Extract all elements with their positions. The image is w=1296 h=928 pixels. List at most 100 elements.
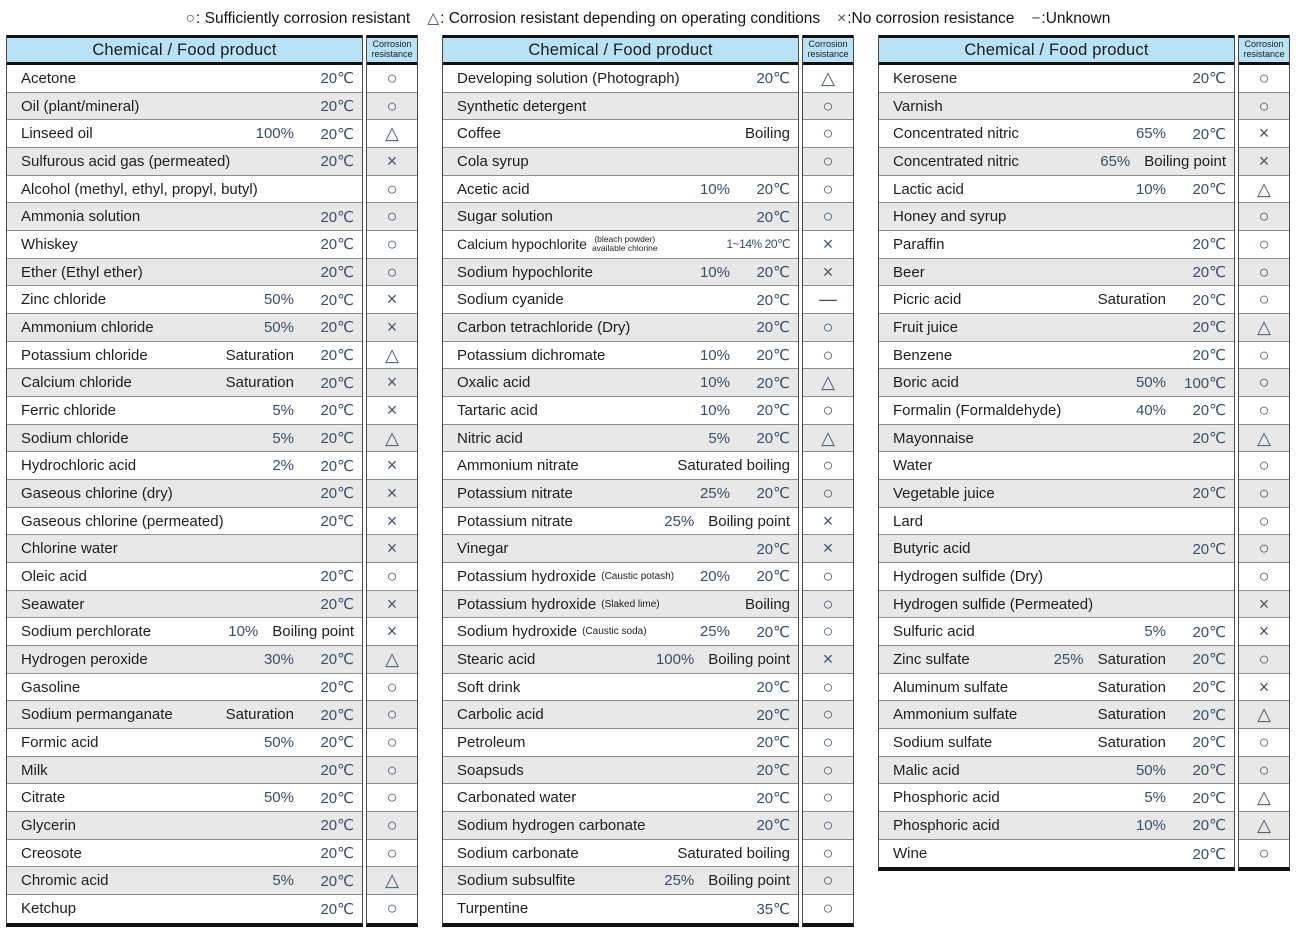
chemical-name: Potassium dichromate <box>457 346 606 364</box>
row-values: Saturated boiling <box>677 457 790 474</box>
table-row: Wine 20℃ <box>879 840 1234 868</box>
table-row: Soft drink 20℃ <box>443 674 798 702</box>
resistance-symbol: ○ <box>803 176 853 204</box>
value: 20℃ <box>1192 402 1226 420</box>
row-values: 20℃ <box>308 97 354 115</box>
value: 2% <box>272 457 294 475</box>
resistance-column-header: Corrosion resistance <box>367 35 417 65</box>
chemical-name: Oil (plant/mineral) <box>21 97 140 115</box>
value: Saturation <box>1097 291 1166 309</box>
value: 20℃ <box>756 70 790 88</box>
value: 20℃ <box>320 70 354 88</box>
value: 5% <box>272 429 294 447</box>
value: 20℃ <box>320 485 354 503</box>
rows-body: Kerosene 20℃ Varnish Concentrated nitric 65%… <box>879 65 1234 867</box>
chemical-name: Acetone <box>21 69 77 87</box>
resistance-header-line2: resistance <box>1243 49 1285 59</box>
row-values: 5% 20℃ <box>1144 789 1226 807</box>
resistance-symbol: ○ <box>386 898 398 919</box>
resistance-symbol: × <box>803 231 853 259</box>
chemical-name: Sodium sulfate <box>893 733 993 751</box>
value: 50% <box>263 789 294 807</box>
resistance-symbol: ○ <box>367 563 417 591</box>
value: 10% <box>699 374 730 392</box>
table-row: Synthetic detergent <box>443 92 798 121</box>
value: 20℃ <box>320 679 354 697</box>
chemical-name: Hydrochloric acid <box>21 457 137 475</box>
value: 20℃ <box>320 98 354 115</box>
value: Saturation <box>225 706 294 724</box>
resistance-symbol: × <box>367 314 417 342</box>
value: Boiling point <box>1144 152 1226 170</box>
row-values: 20℃ <box>308 595 354 613</box>
value: 20℃ <box>1192 651 1226 669</box>
chemical-name: Petroleum <box>457 733 526 751</box>
value: 10% <box>1135 180 1166 198</box>
resistance-symbol: ○ <box>367 756 417 785</box>
chemical-name: Carbolic acid <box>457 706 544 724</box>
chemical-name: Beer <box>893 263 925 281</box>
resistance-symbol: ○ <box>1239 756 1289 785</box>
value: 20℃ <box>320 125 354 143</box>
chemical-name: Gasoline <box>21 678 81 696</box>
value: 20℃ <box>320 734 354 752</box>
legend-text: :No corrosion resistance <box>847 9 1015 27</box>
row-values: 20℃ <box>744 761 790 779</box>
chemical-name: Developing solution (Photograph) <box>457 69 680 87</box>
value: 20℃ <box>1192 817 1226 835</box>
value: Boiling point <box>708 872 790 890</box>
chemical-name: Sodium hypochlorite <box>457 263 593 281</box>
value: 20℃ <box>320 374 354 392</box>
row-values: 20℃ <box>308 484 354 502</box>
table-row: Beer 20℃ <box>879 258 1234 287</box>
value: 20℃ <box>320 568 354 586</box>
row-values: Saturation 20℃ <box>1098 706 1226 724</box>
chemical-column-header: Chemical / Food product <box>443 35 798 65</box>
resistance-symbol: × <box>367 480 417 508</box>
table-row: Zinc chloride 50% 20℃ <box>7 286 362 315</box>
chemical-name: Vinegar <box>457 540 509 558</box>
chemical-name: Water <box>893 457 933 475</box>
resistance-symbol: ○ <box>1239 369 1289 398</box>
value: 20℃ <box>756 789 790 807</box>
chemical-name: Malic acid <box>893 761 960 779</box>
resistance-symbol: ○ <box>1239 203 1289 232</box>
chemical-name: Gaseous chlorine (permeated) <box>21 512 224 530</box>
resistance-symbol: ○ <box>367 65 417 93</box>
chemical-name: Lactic acid <box>893 180 964 198</box>
resistance-symbol: ○ <box>367 729 417 757</box>
corrosion-table-2: Chemical / Food product Developing solut… <box>442 35 854 927</box>
table-row: Hydrogen sulfide (Permeated) <box>879 590 1234 619</box>
table-row: Formic acid 50% 20℃ <box>7 729 362 757</box>
resistance-symbol: ○ <box>1239 286 1289 315</box>
row-values: 20℃ <box>1180 845 1226 863</box>
resistance-column-header: Corrosion resistance <box>1239 35 1289 65</box>
table-row: Potassium dichromate 10% 20℃ <box>443 342 798 370</box>
resistance-symbol: — <box>803 286 853 315</box>
resistance-symbol: ○ <box>1258 843 1270 864</box>
value: 20℃ <box>1192 734 1226 752</box>
row-values: 50% 20℃ <box>1136 761 1226 780</box>
row-values: 20℃ <box>308 844 354 862</box>
chemical-name: Butyric acid <box>893 540 971 558</box>
chemical-name: Ammonium sulfate <box>893 706 1018 724</box>
table-row: Sodium chloride 5% 20℃ <box>7 424 362 453</box>
resistance-symbol: × <box>367 369 417 398</box>
chemical-name: Ketchup <box>21 900 77 918</box>
value: 5% <box>708 429 730 447</box>
table-row: Butyric acid 20℃ <box>879 535 1234 564</box>
value: 20℃ <box>1192 125 1226 143</box>
resistance-symbol: ○ <box>367 92 417 121</box>
row-values: 25% Boiling point <box>664 872 790 889</box>
chemical-name: Ammonium chloride <box>21 318 154 336</box>
row-values: 20℃ <box>744 69 790 87</box>
table-row: Phosphoric acid 10% 20℃ <box>879 812 1234 840</box>
chemical-name: Potassium hydroxide <box>457 567 597 585</box>
table-row: Paraffin 20℃ <box>879 231 1234 259</box>
value: 5% <box>1144 623 1166 641</box>
value: 20℃ <box>1192 789 1226 807</box>
chemical-name: Sodium cyanide <box>457 291 564 309</box>
table-row: Sodium hypochlorite 10% 20℃ <box>443 258 798 287</box>
value: 25% <box>664 512 695 530</box>
row-values: 25% 20℃ <box>700 484 790 503</box>
